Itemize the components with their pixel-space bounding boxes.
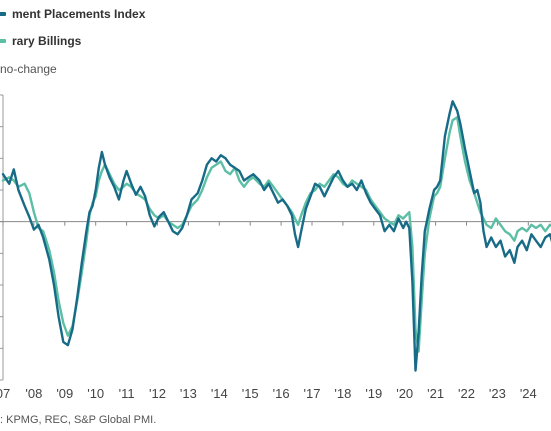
x-tick-label: '12 [149, 386, 166, 401]
x-tick-label: '08 [25, 386, 42, 401]
source-note: : KPMG, REC, S&P Global PMI. [0, 414, 157, 426]
series-line-billings [1, 116, 551, 353]
x-tick-label: '20 [396, 386, 413, 401]
x-tick-label: '24 [520, 386, 537, 401]
x-tick-label: '11 [119, 386, 135, 401]
chart-legend: ment Placements Index rary Billings [0, 0, 551, 90]
x-tick-label: '16 [273, 386, 290, 401]
y-axis-label: no-change [0, 62, 57, 76]
legend-label-billings: rary Billings [12, 34, 82, 48]
x-tick-label: '19 [365, 386, 382, 401]
legend-swatch-placements [0, 12, 6, 16]
legend-swatch-billings [0, 39, 6, 43]
legend-label-placements: ment Placements Index [12, 7, 146, 21]
x-tick-label: '21 [427, 386, 444, 401]
x-tick-label: '13 [180, 386, 197, 401]
x-tick-label: '23 [489, 386, 506, 401]
x-tick-label: '22 [458, 386, 475, 401]
legend-entry-placements: ment Placements Index [0, 7, 145, 21]
legend-entry-billings: rary Billings [0, 34, 81, 48]
series-line-placements [1, 100, 551, 372]
x-tick-label: 07 [0, 386, 10, 401]
x-tick-label: '18 [334, 386, 351, 401]
x-tick-label: '10 [87, 386, 104, 401]
x-tick-label: '14 [211, 386, 228, 401]
x-tick-label: '09 [56, 386, 73, 401]
x-tick-label: '15 [242, 386, 259, 401]
x-tick-label: '17 [304, 386, 321, 401]
